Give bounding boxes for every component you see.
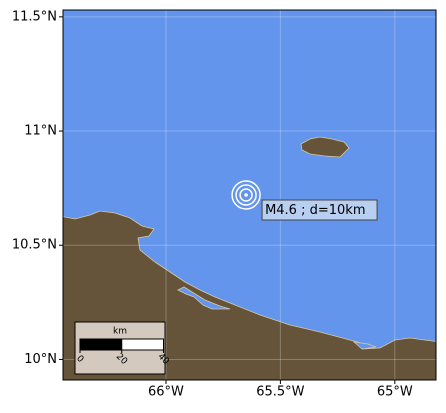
scale-segment (121, 338, 164, 351)
x-tick-label: 66°W (148, 385, 184, 400)
x-tick-label: 65.5°W (256, 385, 304, 400)
frame (62, 9, 437, 381)
annotation: M4.6 ; d=10km (265, 203, 365, 218)
scale-segment (79, 338, 123, 351)
x-tick-label: 65°W (377, 385, 413, 400)
y-tick-label: 10.5°N (12, 238, 57, 253)
epicenter-ring (235, 184, 257, 206)
epicenter-ring (231, 180, 261, 210)
epicenter (244, 193, 248, 197)
scale-tick-label: 0 (74, 354, 85, 365)
lagoon-east (352, 341, 377, 350)
island (300, 136, 350, 158)
annotation-box (261, 199, 378, 221)
y-tick-label: 11°N (24, 124, 57, 139)
lagoon (177, 286, 231, 310)
epicenter-ring (239, 188, 253, 202)
y-tick-label: 10°N (24, 352, 57, 367)
y-tick-label: 11.5°N (12, 9, 57, 24)
scale-unit: km (113, 327, 127, 337)
